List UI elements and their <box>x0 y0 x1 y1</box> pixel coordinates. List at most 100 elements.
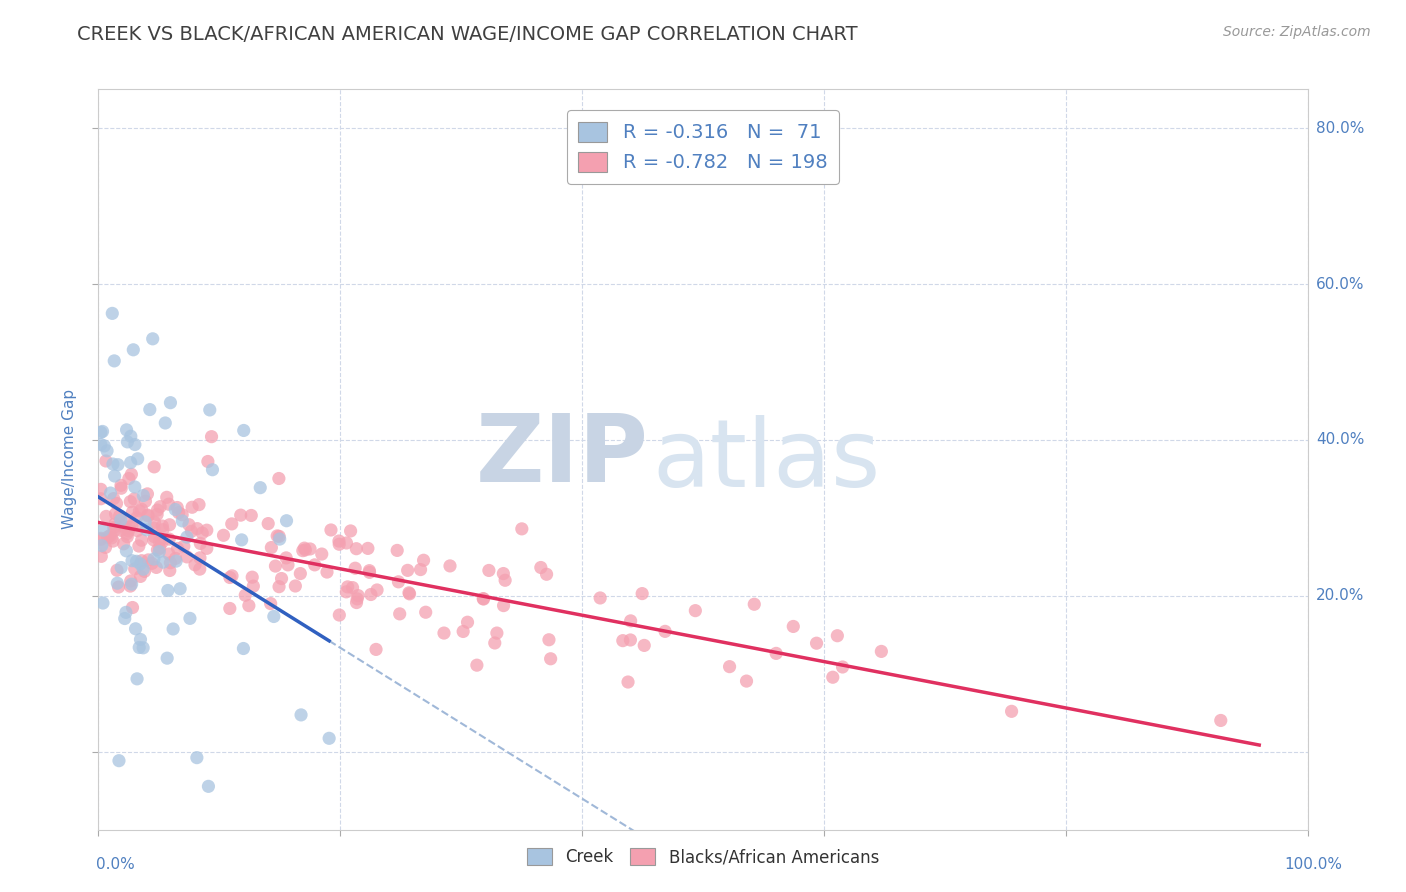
Point <box>101 534 124 549</box>
Point <box>96 443 118 458</box>
Point <box>620 614 643 628</box>
Point <box>120 574 142 588</box>
Point <box>167 506 190 520</box>
Point <box>821 670 844 684</box>
Point <box>198 403 221 417</box>
Point <box>90 483 112 497</box>
Point <box>269 529 291 543</box>
Point <box>186 750 208 764</box>
Point <box>159 517 181 532</box>
Point <box>120 494 142 508</box>
Point <box>117 530 139 544</box>
Point <box>188 550 211 565</box>
Point <box>212 528 235 542</box>
Point <box>121 518 143 533</box>
Point <box>159 395 181 409</box>
Point <box>318 731 340 746</box>
Point <box>269 532 291 546</box>
Point <box>104 507 127 521</box>
Point <box>172 508 194 522</box>
Point <box>120 579 142 593</box>
Point <box>134 494 156 508</box>
Text: atlas: atlas <box>652 415 880 507</box>
Point <box>242 579 264 593</box>
Point <box>127 451 149 466</box>
Point <box>357 541 380 556</box>
Point <box>612 633 634 648</box>
Point <box>94 454 117 468</box>
Point <box>148 544 170 558</box>
Point <box>589 591 612 605</box>
Point <box>218 601 240 615</box>
Point <box>107 458 129 472</box>
Point <box>90 425 112 440</box>
Point <box>136 508 159 523</box>
Point <box>129 569 152 583</box>
Point <box>145 560 167 574</box>
Point <box>806 636 828 650</box>
Point <box>266 529 288 543</box>
Point <box>103 520 125 534</box>
Point <box>398 587 420 601</box>
Point <box>142 332 165 346</box>
Point <box>537 632 560 647</box>
Point <box>180 524 202 539</box>
Point <box>103 354 125 368</box>
Point <box>129 557 152 571</box>
Point <box>143 515 166 529</box>
Point <box>97 530 120 544</box>
Point <box>387 574 409 589</box>
Point <box>121 505 143 519</box>
Point <box>197 454 219 468</box>
Point <box>117 434 139 449</box>
Point <box>328 608 350 623</box>
Point <box>112 537 135 551</box>
Point <box>124 437 146 451</box>
Point <box>494 574 516 588</box>
Point <box>342 581 364 595</box>
Point <box>364 642 387 657</box>
Point <box>124 562 146 576</box>
Point <box>316 565 339 579</box>
Point <box>125 554 148 568</box>
Point <box>165 551 187 566</box>
Point <box>294 542 316 557</box>
Point <box>742 597 765 611</box>
Point <box>319 523 342 537</box>
Point <box>157 547 180 561</box>
Point <box>184 558 207 572</box>
Point <box>159 564 181 578</box>
Point <box>107 580 129 594</box>
Point <box>111 519 134 533</box>
Point <box>654 624 676 639</box>
Point <box>339 524 361 538</box>
Point <box>472 591 495 606</box>
Point <box>90 539 112 553</box>
Point <box>129 632 152 647</box>
Point <box>478 564 501 578</box>
Point <box>232 641 254 656</box>
Point <box>415 605 437 619</box>
Point <box>267 580 290 594</box>
Point <box>125 510 148 524</box>
Point <box>186 522 208 536</box>
Point <box>631 586 654 600</box>
Point <box>221 516 243 531</box>
Point <box>155 416 177 430</box>
Point <box>141 557 163 571</box>
Point <box>233 588 256 602</box>
Point <box>96 509 118 524</box>
Point <box>142 521 165 535</box>
Point <box>465 658 488 673</box>
Point <box>156 583 179 598</box>
Point <box>870 644 893 658</box>
Point <box>188 562 211 576</box>
Point <box>179 611 201 625</box>
Point <box>108 754 131 768</box>
Point <box>115 526 138 541</box>
Point <box>142 552 165 566</box>
Point <box>122 343 145 357</box>
Point <box>492 599 515 613</box>
Point <box>176 530 198 544</box>
Point <box>685 604 707 618</box>
